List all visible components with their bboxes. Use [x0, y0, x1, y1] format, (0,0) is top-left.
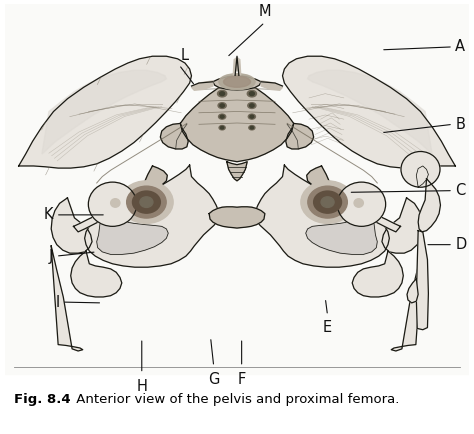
Polygon shape — [227, 162, 247, 181]
Ellipse shape — [219, 74, 255, 90]
Polygon shape — [73, 204, 115, 232]
Polygon shape — [233, 57, 241, 76]
Polygon shape — [160, 123, 188, 149]
Text: B: B — [456, 117, 465, 132]
Ellipse shape — [250, 104, 254, 107]
Ellipse shape — [218, 90, 227, 97]
Polygon shape — [283, 56, 456, 168]
Ellipse shape — [120, 181, 173, 224]
Polygon shape — [308, 70, 432, 154]
Polygon shape — [213, 76, 261, 90]
Ellipse shape — [220, 126, 224, 129]
Polygon shape — [42, 70, 166, 154]
Text: F: F — [237, 372, 246, 387]
Ellipse shape — [247, 90, 256, 97]
Polygon shape — [145, 166, 167, 187]
Ellipse shape — [249, 125, 255, 130]
Ellipse shape — [220, 115, 224, 118]
Text: D: D — [456, 237, 466, 252]
Polygon shape — [416, 166, 428, 187]
Polygon shape — [307, 166, 329, 187]
Ellipse shape — [248, 114, 255, 119]
Circle shape — [337, 182, 386, 227]
Ellipse shape — [308, 186, 347, 218]
Polygon shape — [255, 165, 389, 267]
Polygon shape — [97, 213, 168, 254]
Bar — [5, 4, 469, 375]
Ellipse shape — [132, 191, 160, 213]
Text: L: L — [181, 48, 189, 63]
Polygon shape — [18, 56, 191, 168]
Ellipse shape — [220, 104, 224, 107]
Text: M: M — [259, 4, 271, 19]
Polygon shape — [382, 198, 423, 253]
Text: I: I — [55, 295, 60, 309]
Polygon shape — [359, 204, 401, 232]
Ellipse shape — [314, 191, 341, 213]
Ellipse shape — [249, 92, 255, 95]
Text: K: K — [44, 207, 54, 222]
Polygon shape — [209, 207, 265, 228]
Polygon shape — [51, 246, 83, 351]
Circle shape — [354, 199, 364, 207]
Ellipse shape — [250, 115, 254, 118]
Polygon shape — [97, 213, 168, 254]
Polygon shape — [51, 198, 92, 253]
Polygon shape — [416, 230, 428, 330]
Circle shape — [88, 182, 137, 227]
Text: C: C — [456, 183, 465, 198]
Text: J: J — [49, 249, 54, 263]
Ellipse shape — [250, 126, 254, 129]
Circle shape — [401, 151, 440, 187]
Text: G: G — [208, 372, 219, 387]
Polygon shape — [391, 246, 423, 351]
Polygon shape — [261, 81, 283, 90]
Polygon shape — [85, 165, 219, 267]
Polygon shape — [306, 213, 377, 254]
Ellipse shape — [219, 125, 225, 130]
Polygon shape — [191, 81, 213, 90]
Text: A: A — [456, 39, 465, 54]
Text: Anterior view of the pelvis and proximal femora.: Anterior view of the pelvis and proximal… — [72, 392, 400, 405]
Polygon shape — [286, 123, 314, 149]
Polygon shape — [418, 179, 440, 232]
Text: H: H — [137, 379, 147, 395]
Ellipse shape — [321, 197, 334, 207]
Ellipse shape — [140, 197, 153, 207]
Polygon shape — [71, 251, 122, 297]
Polygon shape — [180, 79, 294, 162]
Polygon shape — [306, 213, 377, 254]
Text: E: E — [323, 320, 332, 335]
Ellipse shape — [248, 103, 256, 108]
Ellipse shape — [219, 92, 225, 95]
Ellipse shape — [301, 181, 354, 224]
Ellipse shape — [219, 114, 226, 119]
Polygon shape — [407, 279, 418, 303]
Ellipse shape — [127, 186, 166, 218]
Ellipse shape — [218, 103, 226, 108]
Ellipse shape — [224, 76, 250, 87]
Polygon shape — [352, 251, 403, 297]
Text: Fig. 8.4: Fig. 8.4 — [14, 392, 71, 405]
Circle shape — [110, 199, 120, 207]
